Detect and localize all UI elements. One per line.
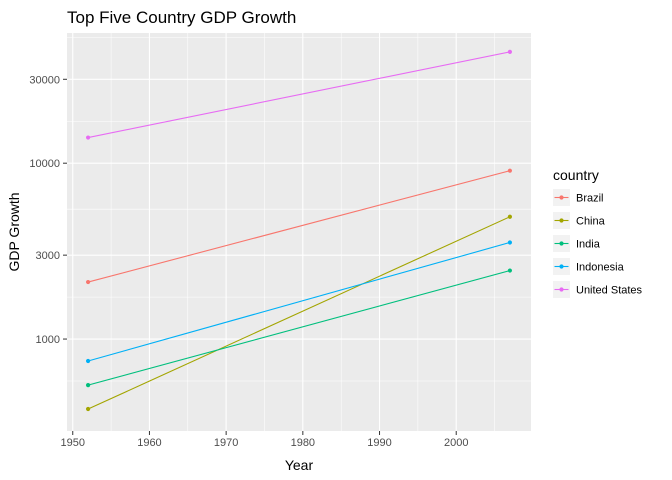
legend-label: Indonesia	[576, 262, 625, 274]
data-point	[507, 268, 513, 273]
y-tick-label: 3000	[36, 250, 60, 262]
legend-label: Brazil	[576, 193, 604, 205]
x-tick-label: 1970	[214, 437, 238, 449]
data-point	[85, 135, 91, 140]
legend-label: United States	[576, 285, 643, 297]
x-tick-label: 1960	[137, 437, 161, 449]
y-tick-label: 30000	[29, 74, 60, 86]
data-point	[507, 240, 513, 245]
series-lines	[85, 49, 513, 412]
data-point	[507, 49, 513, 54]
legend-item: United States	[553, 281, 643, 298]
legend: country Brazil China India Indonesia United …	[553, 167, 643, 298]
data-point	[85, 279, 91, 285]
legend-key-point	[559, 264, 564, 269]
minor-gridlines	[67, 33, 531, 431]
series-line	[87, 51, 511, 139]
data-point	[85, 406, 91, 412]
data-point	[85, 358, 91, 364]
series-line	[87, 270, 511, 386]
plot-panel	[67, 33, 531, 431]
data-point	[507, 214, 513, 219]
x-tick-label: 2000	[444, 437, 468, 449]
major-gridlines	[67, 33, 531, 431]
legend-item: Indonesia	[553, 258, 625, 275]
series-india	[85, 268, 513, 388]
series-line	[87, 241, 511, 362]
legend-key-point	[559, 195, 564, 200]
x-tick-label: 1950	[61, 437, 85, 449]
legend-title: country	[553, 167, 599, 183]
series-indonesia	[85, 240, 513, 364]
y-tick-label: 10000	[29, 158, 60, 170]
x-tick-label: 1990	[367, 437, 391, 449]
x-tick-label: 1980	[291, 437, 315, 449]
series-china	[85, 214, 513, 412]
data-point	[85, 383, 91, 388]
data-point	[507, 168, 513, 173]
x-axis-title: Year	[285, 457, 314, 473]
series-brazil	[85, 168, 513, 285]
legend-key-point	[559, 218, 564, 223]
chart-title: Top Five Country GDP Growth	[67, 8, 296, 27]
legend-key-point	[559, 287, 564, 292]
legend-item: Brazil	[553, 189, 604, 206]
legend-label: India	[576, 239, 601, 251]
legend-label: China	[576, 216, 606, 228]
legend-item: China	[553, 212, 606, 229]
y-axis-title: GDP Growth	[6, 192, 22, 271]
y-tick-label: 1000	[36, 334, 60, 346]
series-united-states	[85, 49, 513, 140]
series-line	[87, 170, 511, 283]
axes: 1950 1960 1970 1980 1990 2000 1000 3000 10000 300…	[29, 74, 468, 449]
series-line	[87, 216, 511, 410]
legend-item: India	[553, 235, 601, 252]
legend-key-point	[559, 241, 564, 246]
